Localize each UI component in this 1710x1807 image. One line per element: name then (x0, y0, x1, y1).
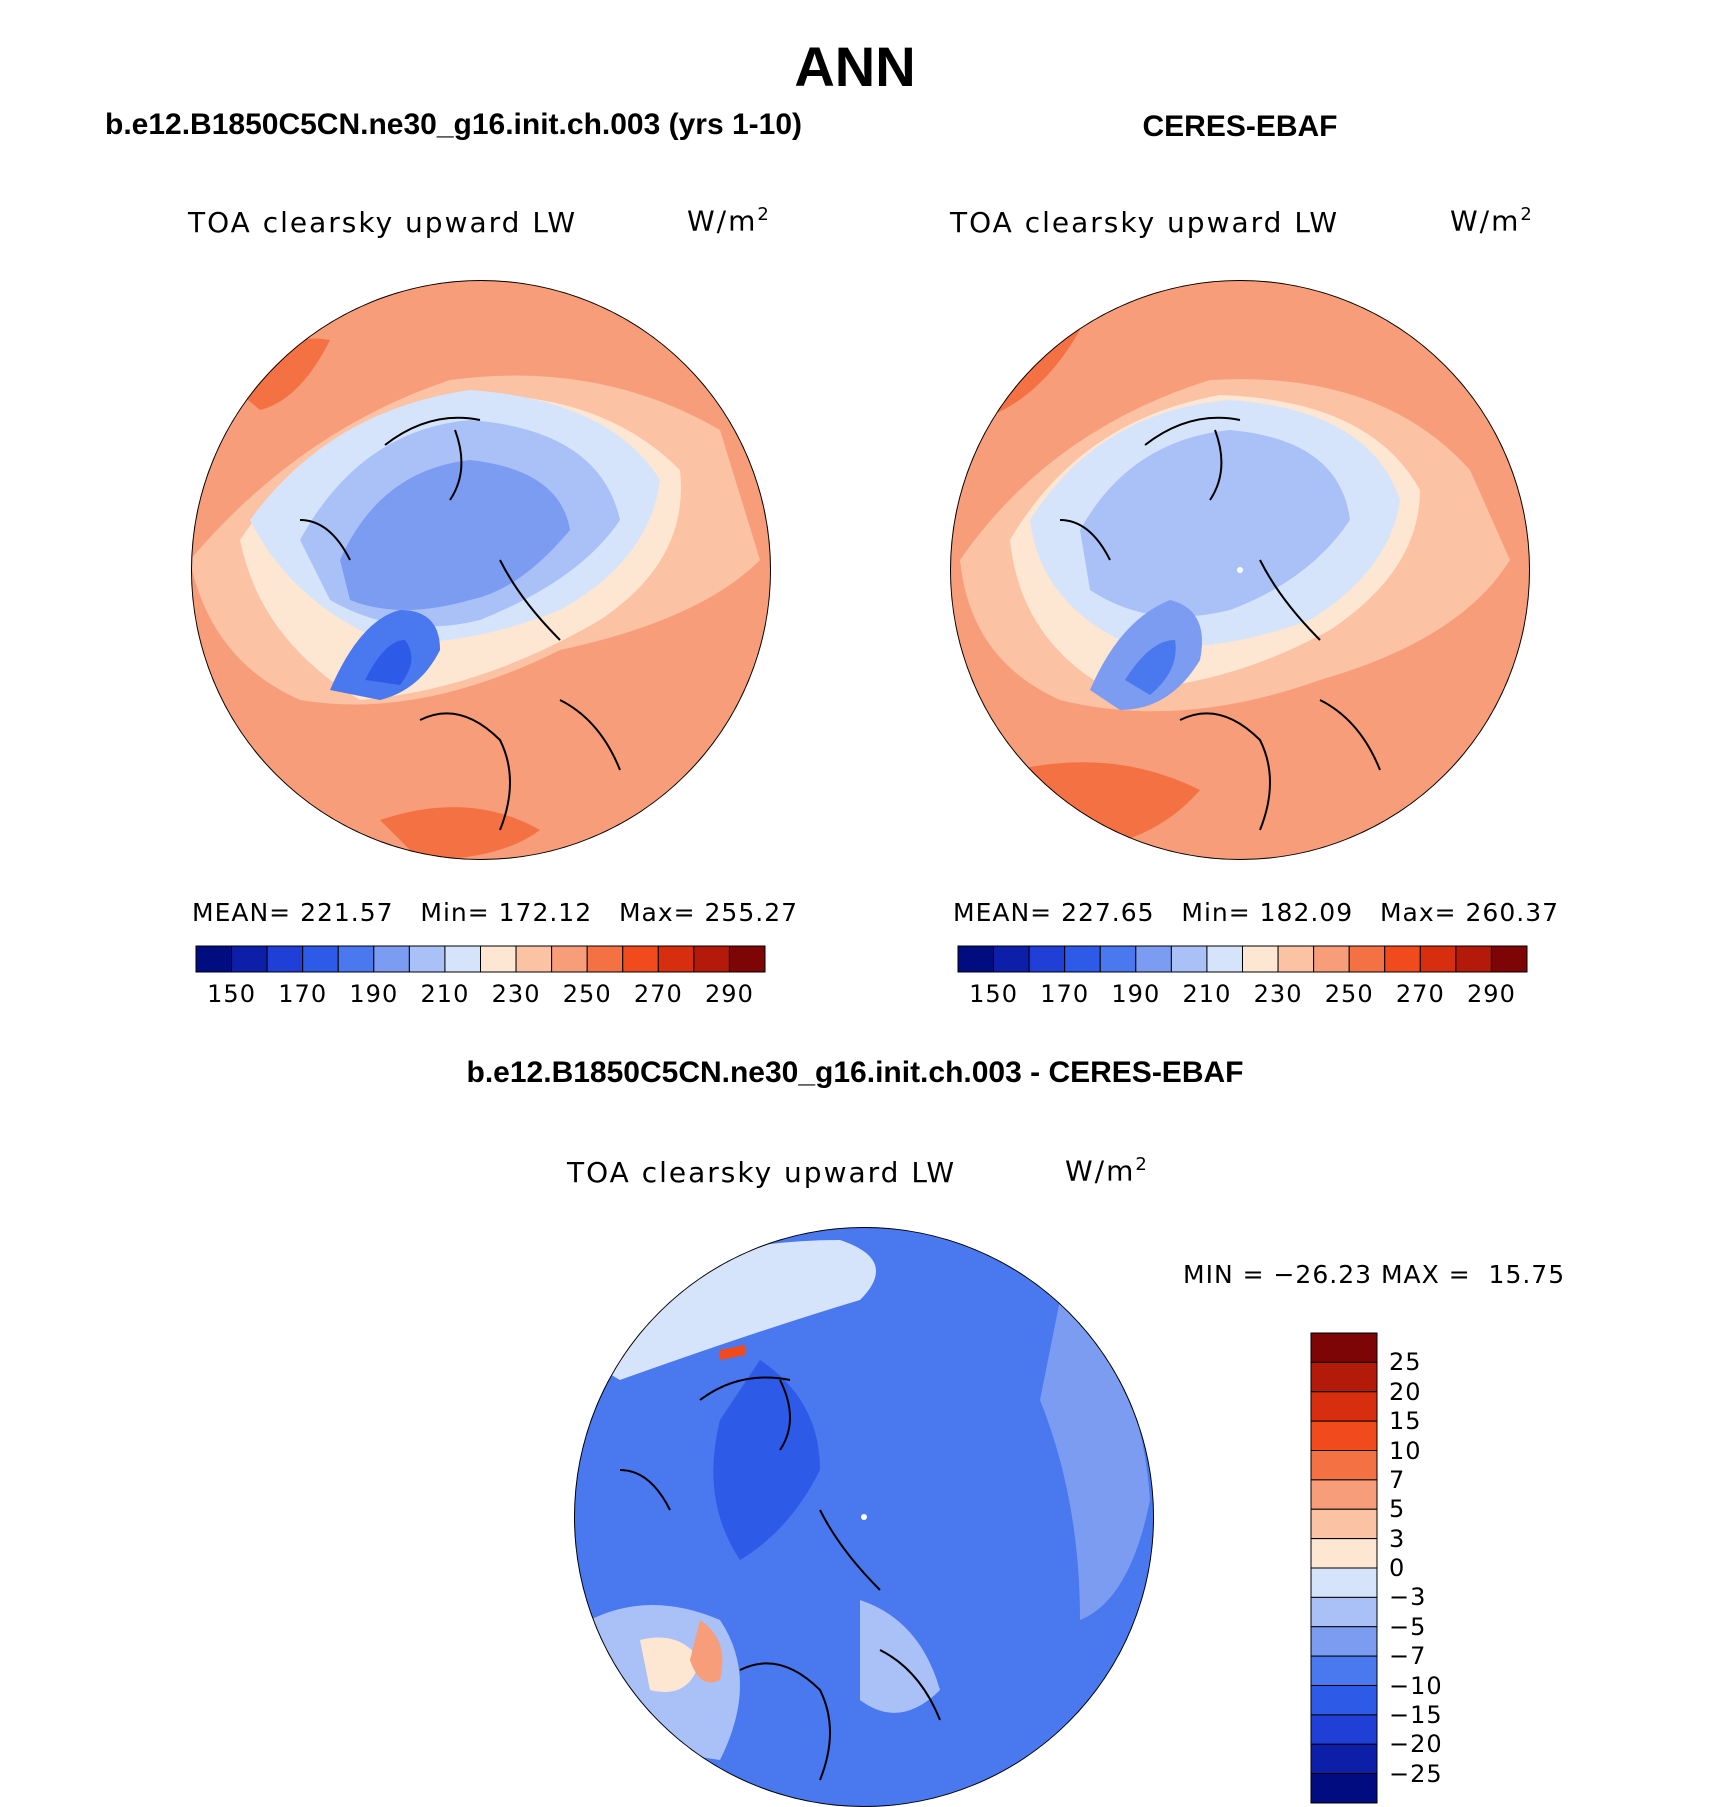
colorbar-tick-label: 230 (491, 980, 541, 1008)
colorbar-swatch (1310, 1450, 1378, 1481)
colorbar-swatch (1277, 945, 1315, 973)
obs-panel-title: CERES-EBAF (1142, 110, 1338, 143)
colorbar-tick-label: 7 (1389, 1465, 1406, 1494)
colorbar-swatch (1310, 1596, 1378, 1628)
colorbar-swatch (1310, 1567, 1378, 1598)
colorbar-tick-label: 290 (1467, 980, 1516, 1008)
obs-stats: MEAN= 227.65 Min= 182.09 Max= 260.37 (953, 898, 1560, 927)
colorbar-swatch (1242, 945, 1279, 973)
colorbar-tick-label: 270 (1395, 980, 1445, 1008)
colorbar-swatch (622, 945, 659, 973)
colorbar-swatch (1310, 1479, 1378, 1510)
colorbar-tick-label: 150 (969, 980, 1018, 1008)
colorbar-swatch (1455, 945, 1492, 973)
colorbar-swatch (1310, 1714, 1378, 1745)
figure-title: ANN (794, 35, 916, 98)
colorbar-tick-label: 20 (1389, 1377, 1422, 1406)
colorbar-swatch (1170, 945, 1208, 973)
colorbar-tick-label: 15 (1389, 1407, 1422, 1436)
model-colorbar (195, 945, 766, 973)
colorbar-swatch (444, 945, 481, 973)
colorbar-swatch (515, 945, 553, 973)
colorbar-tick-label: 210 (1182, 980, 1232, 1008)
diff-pole-dot (861, 1514, 867, 1520)
colorbar-swatch (1310, 1743, 1378, 1775)
colorbar-swatch (1310, 1420, 1378, 1451)
colorbar-tick-label: 170 (1040, 980, 1090, 1008)
colorbar-tick-label: 230 (1253, 980, 1303, 1008)
colorbar-tick-label: 5 (1389, 1495, 1406, 1524)
diff-stats: MIN = −26.23 MAX = 15.75 (1183, 1260, 1566, 1289)
colorbar-tick-label: 10 (1389, 1436, 1422, 1465)
colorbar-tick-label: 210 (420, 980, 470, 1008)
colorbar-tick-label: 150 (207, 980, 256, 1008)
colorbar-swatch (1028, 945, 1066, 973)
colorbar-tick-label: 170 (278, 980, 328, 1008)
obs-variable-label: TOA clearsky upward LW (950, 206, 1340, 239)
colorbar-swatch (1135, 945, 1172, 973)
colorbar-tick-label: 190 (1111, 980, 1161, 1008)
model-stats: MEAN= 221.57 Min= 172.12 Max= 255.27 (192, 898, 799, 927)
model-variable-label: TOA clearsky upward LW (188, 206, 578, 239)
colorbar-tick-label: −10 (1389, 1671, 1443, 1700)
colorbar-swatch (1310, 1773, 1378, 1804)
colorbar-tick-label: −5 (1389, 1612, 1427, 1641)
difference-panel-title: b.e12.B1850C5CN.ne30_g16.init.ch.003 - C… (466, 1056, 1244, 1089)
colorbar-swatch (1099, 945, 1137, 973)
colorbar-swatch (1310, 1508, 1378, 1540)
colorbar-swatch (586, 945, 624, 973)
colorbar-swatch (993, 945, 1030, 973)
obs-colorbar (957, 945, 1528, 973)
colorbar-swatch (266, 945, 304, 973)
colorbar-swatch (1310, 1685, 1378, 1716)
colorbar-tick-label: 25 (1389, 1348, 1422, 1377)
colorbar-tick-label: 250 (562, 980, 612, 1008)
colorbar-swatch (1490, 945, 1528, 973)
model-panel-title: b.e12.B1850C5CN.ne30_g16.init.ch.003 (yr… (105, 108, 803, 141)
colorbar-swatch (1419, 945, 1457, 973)
diff-variable-label: TOA clearsky upward LW (567, 1156, 957, 1189)
colorbar-tick-label: −3 (1389, 1583, 1427, 1612)
colorbar-swatch (728, 945, 766, 973)
colorbar-swatch (195, 945, 233, 973)
colorbar-swatch (337, 945, 375, 973)
colorbar-tick-label: −7 (1389, 1642, 1427, 1671)
colorbar-swatch (1348, 945, 1386, 973)
colorbar-tick-label: −25 (1389, 1759, 1443, 1788)
colorbar-tick-label: −15 (1389, 1700, 1443, 1729)
colorbar-swatch (1313, 945, 1350, 973)
colorbar-tick-label: 190 (349, 980, 399, 1008)
colorbar-swatch (957, 945, 995, 973)
colorbar-tick-label: 3 (1389, 1524, 1406, 1553)
colorbar-swatch (302, 945, 339, 973)
colorbar-swatch (1310, 1361, 1378, 1393)
colorbar-swatch (408, 945, 446, 973)
colorbar-swatch (1384, 945, 1421, 973)
colorbar-swatch (657, 945, 695, 973)
obs-pole-dot (1237, 567, 1243, 573)
colorbar-swatch (1310, 1332, 1378, 1363)
colorbar-tick-label: 270 (633, 980, 683, 1008)
colorbar-tick-label: 0 (1389, 1554, 1406, 1582)
colorbar-tick-label: 250 (1324, 980, 1374, 1008)
colorbar-tick-label: −20 (1389, 1730, 1443, 1759)
colorbar-swatch (1310, 1391, 1378, 1422)
colorbar-swatch (1310, 1538, 1378, 1569)
colorbar-tick-label: 290 (705, 980, 754, 1008)
colorbar-swatch (373, 945, 410, 973)
colorbar-swatch (1064, 945, 1101, 973)
model-map (191, 280, 771, 860)
colorbar-swatch (1206, 945, 1243, 973)
colorbar-swatch (1310, 1655, 1378, 1686)
colorbar-swatch (480, 945, 517, 973)
colorbar-swatch (231, 945, 268, 973)
colorbar-swatch (693, 945, 730, 973)
obs-units-label: W/m2 (1450, 204, 1534, 238)
diff-units-label: W/m2 (1065, 1154, 1149, 1188)
diff-colorbar (1310, 1332, 1378, 1804)
colorbar-swatch (551, 945, 588, 973)
model-units-label: W/m2 (687, 204, 771, 238)
colorbar-swatch (1310, 1626, 1378, 1657)
